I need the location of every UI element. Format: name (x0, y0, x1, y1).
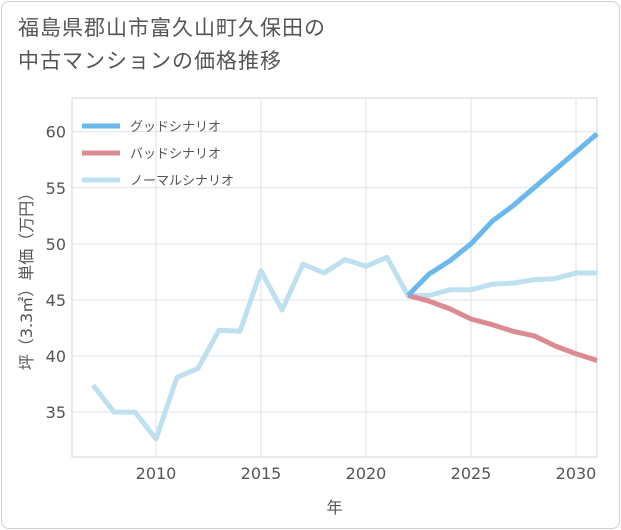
series-line-good (406, 131, 599, 298)
grid (71, 97, 598, 458)
y-tick-label: 50 (46, 235, 66, 254)
x-tick-label: 2030 (556, 464, 597, 483)
x-tick-label: 2010 (136, 464, 177, 483)
x-axis-label: 年 (326, 498, 342, 517)
chart-title-line-1: 福島県郡山市富久山町久保田の (18, 16, 326, 40)
y-axis-label: 坪（3.3㎡）単価（万円） (17, 185, 36, 370)
series-line-bad (407, 293, 598, 363)
tick-labels: 2010 2015 2020 2025 2030 35 40 45 50 55 60 (46, 123, 597, 483)
plot-area-border (71, 97, 598, 458)
y-tick-label: 45 (46, 291, 66, 310)
y-tick-label: 55 (46, 179, 66, 198)
y-tick-label: 40 (46, 347, 66, 366)
y-tick-label: 60 (46, 123, 66, 142)
series-lines (91, 131, 599, 442)
chart-title-line-2: 中古マンションの価格推移 (18, 49, 282, 73)
legend-label: バッドシナリオ (130, 147, 221, 162)
series-line-normal (91, 254, 597, 442)
y-tick-label: 35 (46, 403, 66, 422)
legend-label: ノーマルシナリオ (130, 174, 234, 189)
x-tick-label: 2025 (451, 464, 492, 483)
x-tick-label: 2020 (346, 464, 387, 483)
x-tick-label: 2015 (241, 464, 282, 483)
chart-title: 福島県郡山市富久山町久保田の 中古マンションの価格推移 (18, 12, 326, 78)
legend-label: グッドシナリオ (130, 120, 221, 135)
